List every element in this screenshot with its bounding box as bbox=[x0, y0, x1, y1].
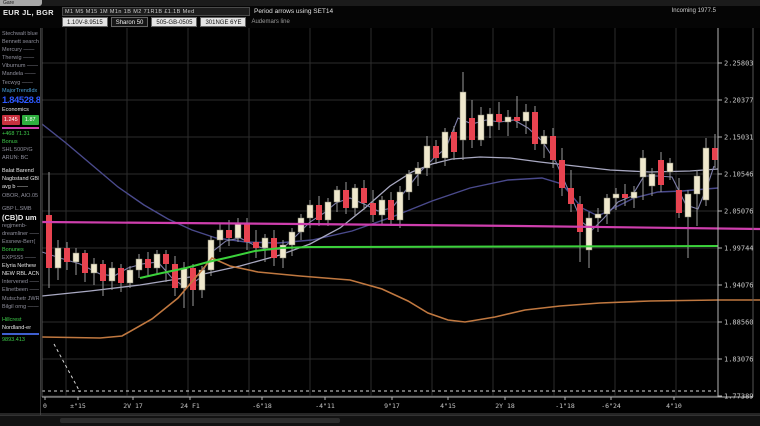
level-magenta bbox=[41, 220, 760, 231]
toolbar-button[interactable]: 301NGE 6YE bbox=[200, 17, 247, 27]
svg-text:2.15031: 2.15031 bbox=[724, 134, 754, 142]
ma-fast bbox=[41, 117, 715, 289]
svg-text:1.88560: 1.88560 bbox=[724, 319, 754, 327]
sidebar-item[interactable]: Economics bbox=[2, 106, 29, 113]
sidebar-item[interactable]: NEW RBL ACNL bbox=[2, 271, 39, 278]
sidebar-item[interactable]: ARUN: BC bbox=[2, 155, 29, 162]
candlesticks bbox=[46, 72, 718, 308]
sidebar-item[interactable]: Mercury —— bbox=[2, 47, 35, 54]
sidebar-item[interactable]: Hillcrest bbox=[2, 316, 22, 323]
x-axis-labels: 0 ±"15 2V 17 24 F1 -6"18 -4"11 9"17 4"15 2Y 18 -1… bbox=[43, 397, 682, 410]
toolbar-buttons-caption: Audemars line bbox=[251, 19, 290, 25]
svg-text:1.94076: 1.94076 bbox=[724, 282, 754, 290]
timeframe-strip[interactable]: M1 M5 M15 1M M1n 1B M2 71R1B £1.1B Med bbox=[62, 7, 250, 16]
sidebar-heading: (CB)D um bbox=[2, 212, 37, 222]
sidebar-item[interactable]: Intervened —— bbox=[2, 279, 39, 286]
buy-button[interactable]: 1.87 bbox=[21, 114, 39, 125]
sidebar-item[interactable]: Mutschetr JWRh bbox=[2, 295, 39, 302]
svg-text:-1"18: -1"18 bbox=[555, 402, 575, 410]
sidebar-item[interactable]: OBOR, AIO.05 bbox=[2, 192, 39, 199]
svg-text:1.99744: 1.99744 bbox=[724, 245, 754, 253]
sidebar-item[interactable]: Nordland-er bbox=[2, 324, 32, 331]
svg-text:4"15: 4"15 bbox=[440, 402, 456, 410]
sidebar-item[interactable]: Balat Barend bbox=[2, 168, 34, 175]
svg-text:-4"11: -4"11 bbox=[315, 402, 335, 410]
bottom-status-strip bbox=[0, 415, 760, 426]
svg-text:±"15: ±"15 bbox=[70, 402, 86, 410]
sidebar-item[interactable]: MajorTrendIdx bbox=[2, 87, 38, 94]
indicator-sidebar: Stechwalt blue Bennett search Mercury —— Th… bbox=[0, 28, 41, 417]
svg-text:24 F1: 24 F1 bbox=[180, 402, 200, 410]
ma-green bbox=[139, 245, 719, 279]
sidebar-item[interactable]: Elinetbeen —— bbox=[2, 287, 39, 294]
toolbar-button[interactable]: 1.10V-8.9515 bbox=[62, 17, 108, 27]
title-bar bbox=[0, 0, 760, 6]
sidebar-item[interactable]: Bennett search bbox=[2, 39, 39, 46]
sidebar-item[interactable]: GBP L.SMB bbox=[2, 205, 32, 212]
ma-orange bbox=[41, 257, 760, 339]
sidebar-item[interactable]: Therwig —— bbox=[2, 55, 35, 62]
sidebar-item[interactable]: Bonus bbox=[2, 138, 18, 145]
status-right-text: Incoming 1977.5 bbox=[671, 8, 716, 14]
svg-text:-6"18: -6"18 bbox=[252, 402, 272, 410]
svg-text:2.20377: 2.20377 bbox=[724, 97, 754, 105]
sidebar-item[interactable]: +468 71.31 bbox=[2, 130, 30, 137]
toolbar-button[interactable]: Sharon 50 bbox=[110, 17, 149, 27]
sidebar-item[interactable]: SHL 500P/G bbox=[2, 147, 33, 154]
toolbar-button[interactable]: 505-GB-0505 bbox=[151, 17, 198, 27]
svg-text:4"10: 4"10 bbox=[666, 402, 682, 410]
svg-text:2.25803: 2.25803 bbox=[724, 60, 754, 68]
sidebar-item[interactable]: regjmenb- bbox=[2, 222, 27, 229]
svg-text:1.83076: 1.83076 bbox=[724, 356, 754, 364]
ma-navy-slow bbox=[41, 123, 719, 244]
sidebar-item[interactable]: Mandela —— bbox=[2, 71, 36, 78]
sidebar-item[interactable]: 9893.413 bbox=[2, 336, 25, 343]
svg-text:9"17: 9"17 bbox=[384, 402, 400, 410]
sidebar-item[interactable]: Viburnum —— bbox=[2, 63, 38, 70]
svg-text:1.77389: 1.77389 bbox=[724, 393, 754, 401]
period-arrows-label: Period arrows using SET14 bbox=[254, 8, 334, 15]
sidebar-item[interactable]: avg b —— bbox=[2, 184, 28, 191]
sidebar-item[interactable]: Nagbstand GBI bbox=[2, 176, 39, 183]
dashed-trendline bbox=[53, 343, 81, 393]
svg-text:2.10546: 2.10546 bbox=[724, 171, 754, 179]
sidebar-divider bbox=[2, 332, 39, 335]
sidebar-item[interactable]: Exsnew-Berr( bbox=[2, 238, 36, 245]
svg-text:2.05076: 2.05076 bbox=[724, 208, 754, 216]
axes bbox=[0, 28, 760, 415]
toolbar: EUR JL, BGR M1 M5 M15 1M M1n 1B M2 71R1B… bbox=[0, 6, 760, 28]
sidebar-item[interactable]: dreamliner —— bbox=[2, 230, 39, 237]
sidebar-divider bbox=[2, 126, 39, 129]
y-axis-labels: 2.25803 2.20377 2.15031 2.10546 2.05076 1.997… bbox=[718, 60, 754, 401]
toolbar-button-row: 1.10V-8.9515 Sharon 50 505-GB-0505 301NGE 6… bbox=[62, 17, 290, 27]
svg-text:2Y 18: 2Y 18 bbox=[495, 402, 515, 410]
corner-tab[interactable]: Gare bbox=[0, 0, 42, 6]
svg-text:2V 17: 2V 17 bbox=[123, 402, 143, 410]
svg-text:0: 0 bbox=[43, 402, 47, 410]
sidebar-item[interactable]: Bonunes bbox=[2, 246, 24, 253]
sell-button[interactable]: 1.245 bbox=[2, 114, 20, 125]
one-click-trade-panel: 1.245 1.87 bbox=[2, 114, 39, 125]
sidebar-item[interactable]: Tecwyg —— bbox=[2, 79, 33, 86]
sidebar-item[interactable]: Elyria Nethew bbox=[2, 263, 36, 270]
svg-text:-6"24: -6"24 bbox=[601, 402, 621, 410]
sidebar-item[interactable]: EXPSS5 —— bbox=[2, 255, 36, 262]
sidebar-item[interactable]: Bilgil orng —— bbox=[2, 303, 39, 310]
ma-lavender-slow bbox=[41, 156, 719, 297]
chart-scrollbar[interactable] bbox=[60, 418, 340, 423]
sidebar-item[interactable]: Stechwalt blue bbox=[2, 31, 38, 37]
symbol-period-label: EUR JL, BGR bbox=[3, 8, 54, 17]
price-quote: 1.84528.8 bbox=[2, 94, 41, 106]
